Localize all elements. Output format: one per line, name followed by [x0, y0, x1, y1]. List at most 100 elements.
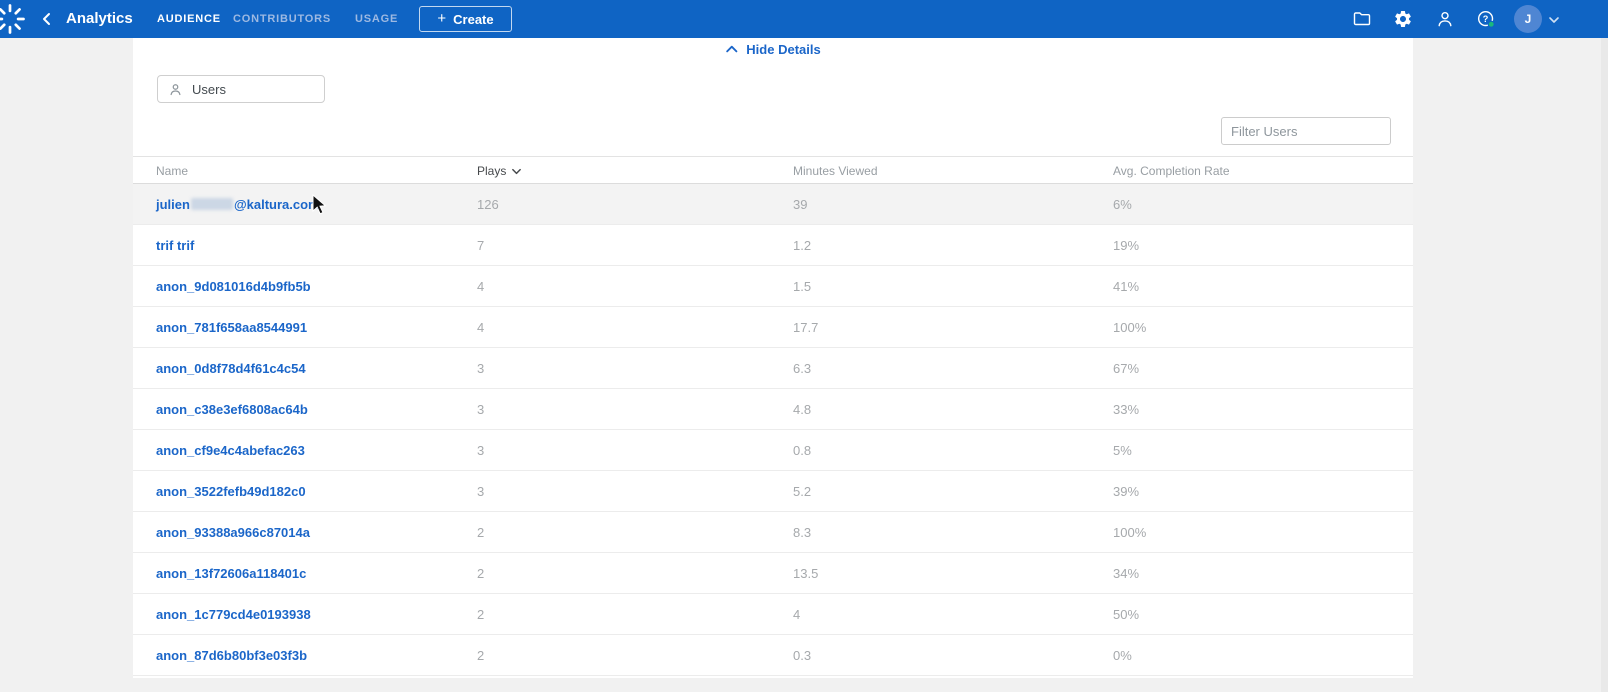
vertical-scrollbar[interactable]	[1601, 38, 1608, 692]
dimension-select[interactable]: Users	[157, 75, 325, 103]
minutes-viewed-value: 1.2	[793, 238, 812, 253]
user-name-link[interactable]: anon_781f658aa8544991	[156, 320, 308, 335]
user-name-link[interactable]: anon_1c779cd4e0193938	[156, 607, 311, 622]
table-row[interactable]: anon_3522fefb49d182c0 3 5.2 39%	[133, 471, 1413, 512]
plays-value: 4	[477, 279, 485, 294]
create-button-label: Create	[453, 11, 494, 27]
plays-value: 3	[477, 361, 485, 376]
plays-value: 2	[477, 525, 485, 540]
table-row[interactable]: anon_87d6b80bf3e03f3b 2 0.3 0%	[133, 635, 1413, 676]
avg-completion-rate-value: 67%	[1113, 361, 1140, 376]
minutes-viewed-value: 17.7	[793, 320, 819, 335]
user-name-link[interactable]: anon_0d8f78d4f61c4c54	[156, 361, 306, 376]
user-name-link[interactable]: anon_c38e3ef6808ac64b	[156, 402, 308, 417]
chevron-left-icon	[43, 13, 50, 25]
dimension-select-value: Users	[192, 81, 226, 97]
table-row[interactable]: anon_93388a966c87014a 2 8.3 100%	[133, 512, 1413, 553]
tab-contributors[interactable]: CONTRIBUTORS	[233, 13, 332, 25]
tab-usage[interactable]: USAGE	[355, 13, 399, 25]
plays-value: 4	[477, 320, 485, 335]
user-name-link[interactable]: anon_13f72606a118401c	[156, 566, 307, 581]
avg-completion-rate-value: 33%	[1113, 402, 1140, 417]
create-button[interactable]: + Create	[419, 6, 512, 32]
column-header-plays[interactable]: Plays	[477, 164, 522, 178]
avg-completion-rate-value: 100%	[1113, 320, 1147, 335]
redacted-text	[190, 198, 233, 210]
help-icon[interactable]: ?	[1476, 9, 1496, 29]
filter-users-input[interactable]	[1221, 117, 1391, 145]
minutes-viewed-value: 1.5	[793, 279, 812, 294]
table-row[interactable]: trif trif 7 1.2 19%	[133, 225, 1413, 266]
chevron-down-icon	[301, 83, 314, 96]
user-name-link[interactable]: julien @kaltura.com	[156, 197, 320, 212]
table-row[interactable]: anon_13f72606a118401c 2 13.5 34%	[133, 553, 1413, 594]
plays-value: 2	[477, 566, 485, 581]
avg-completion-rate-value: 100%	[1113, 525, 1147, 540]
user-name-link[interactable]: anon_93388a966c87014a	[156, 525, 310, 540]
minutes-viewed-value: 4	[793, 607, 801, 622]
table-row[interactable]: julien @kaltura.com 126 39 6%	[133, 184, 1413, 225]
settings-gear-icon[interactable]	[1393, 9, 1413, 29]
table-row[interactable]: anon_9d081016d4b9fb5b 4 1.5 41%	[133, 266, 1413, 307]
plays-value: 3	[477, 402, 485, 417]
avg-completion-rate-value: 0%	[1113, 648, 1132, 663]
avg-completion-rate-value: 50%	[1113, 607, 1140, 622]
minutes-viewed-value: 6.3	[793, 361, 812, 376]
plus-icon: +	[437, 9, 447, 27]
svg-text:?: ?	[1483, 14, 1489, 24]
table-row[interactable]: anon_1c779cd4e0193938 2 4 50%	[133, 594, 1413, 635]
chevron-down-icon[interactable]	[1548, 14, 1560, 26]
avg-completion-rate-value: 19%	[1113, 238, 1140, 253]
column-header-name: Name	[156, 164, 189, 178]
kaltura-logo-icon	[0, 4, 25, 34]
table-row[interactable]: anon_cf9e4c4abefac263 3 0.8 5%	[133, 430, 1413, 471]
users-table: julien @kaltura.com 126 39 6% trif trif 7…	[133, 184, 1413, 676]
avg-completion-rate-value: 34%	[1113, 566, 1140, 581]
user-name-link[interactable]: anon_87d6b80bf3e03f3b	[156, 648, 308, 663]
minutes-viewed-value: 4.8	[793, 402, 812, 417]
user-name-link[interactable]: anon_cf9e4c4abefac263	[156, 443, 305, 458]
hide-details-toggle[interactable]: Hide Details	[725, 39, 821, 59]
tab-audience[interactable]: AUDIENCE	[157, 13, 221, 25]
hide-details-label: Hide Details	[746, 41, 821, 57]
user-name-link[interactable]: trif trif	[156, 238, 195, 253]
plays-value: 2	[477, 648, 485, 663]
column-header-avg-completion-rate: Avg. Completion Rate	[1113, 164, 1230, 178]
plays-value: 126	[477, 197, 499, 212]
user-name-link[interactable]: anon_9d081016d4b9fb5b	[156, 279, 311, 294]
chevron-up-icon	[726, 45, 738, 52]
avatar-initial: J	[1524, 12, 1532, 26]
avg-completion-rate-value: 6%	[1113, 197, 1132, 212]
app-title: Analytics	[66, 10, 133, 27]
avg-completion-rate-value: 5%	[1113, 443, 1132, 458]
plays-value: 3	[477, 484, 485, 499]
minutes-viewed-value: 0.8	[793, 443, 812, 458]
avg-completion-rate-value: 41%	[1113, 279, 1140, 294]
folder-icon[interactable]	[1352, 9, 1372, 29]
user-name-link[interactable]: anon_3522fefb49d182c0	[156, 484, 306, 499]
table-header-row: Name Plays Minutes Viewed Avg. Completio…	[133, 156, 1413, 184]
minutes-viewed-value: 8.3	[793, 525, 812, 540]
minutes-viewed-value: 13.5	[793, 566, 819, 581]
plays-value: 3	[477, 443, 485, 458]
status-dot	[1487, 20, 1495, 28]
user-icon[interactable]	[1435, 9, 1455, 29]
column-header-plays-label: Plays	[477, 164, 507, 178]
avatar[interactable]: J	[1514, 5, 1542, 33]
sort-desc-icon	[512, 168, 522, 174]
avg-completion-rate-value: 39%	[1113, 484, 1140, 499]
minutes-viewed-value: 0.3	[793, 648, 812, 663]
plays-value: 2	[477, 607, 485, 622]
content-panel: Hide Details Users Name Plays Minutes Vi…	[133, 38, 1413, 678]
user-icon	[168, 82, 183, 97]
column-header-minutes-viewed: Minutes Viewed	[793, 164, 878, 178]
top-navigation-bar: Analytics AUDIENCE CONTRIBUTORS USAGE + …	[0, 0, 1608, 38]
table-row[interactable]: anon_781f658aa8544991 4 17.7 100%	[133, 307, 1413, 348]
table-row[interactable]: anon_0d8f78d4f61c4c54 3 6.3 67%	[133, 348, 1413, 389]
table-row[interactable]: anon_c38e3ef6808ac64b 3 4.8 33%	[133, 389, 1413, 430]
plays-value: 7	[477, 238, 485, 253]
minutes-viewed-value: 5.2	[793, 484, 812, 499]
back-button[interactable]	[36, 8, 58, 30]
minutes-viewed-value: 39	[793, 197, 808, 212]
